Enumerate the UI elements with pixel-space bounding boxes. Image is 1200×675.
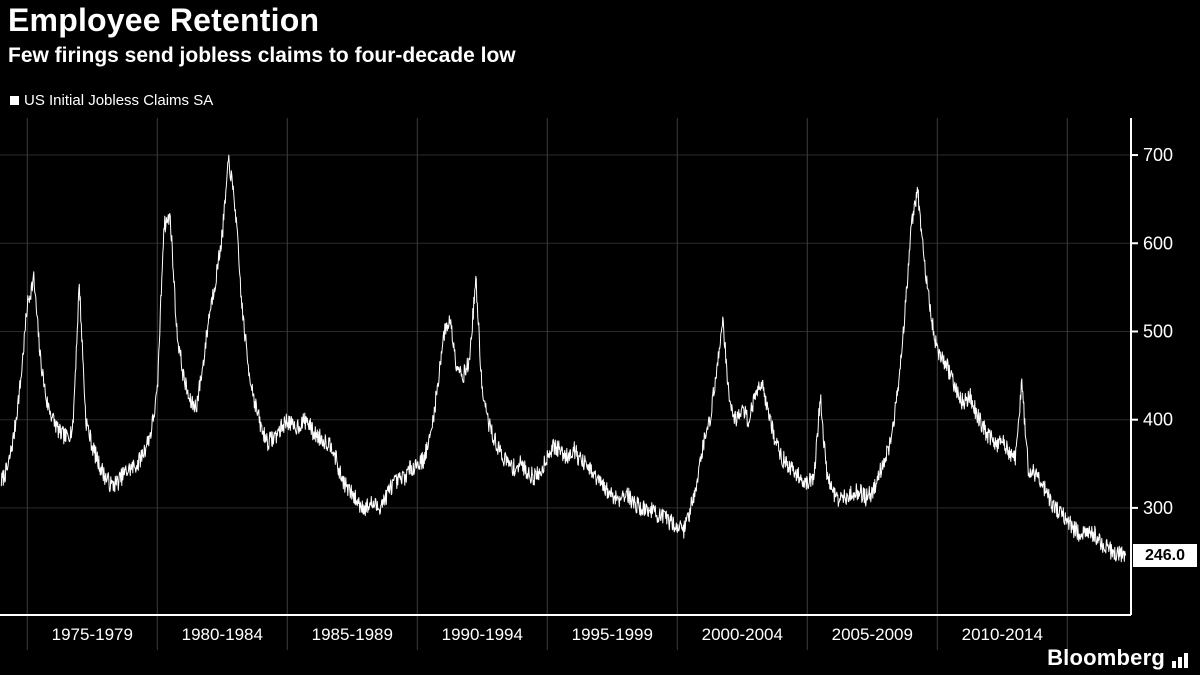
x-tick-label: 2005-2009 <box>832 625 913 644</box>
legend-label: US Initial Jobless Claims SA <box>24 92 214 109</box>
claims-series-line <box>0 154 1127 563</box>
last-value-badge: 246.0 <box>1133 544 1197 568</box>
x-tick-label: 1980-1984 <box>182 625 263 644</box>
y-tick-label: 300 <box>1143 498 1173 518</box>
legend-swatch-icon <box>10 96 19 105</box>
page-subtitle: Few firings send jobless claims to four-… <box>8 44 516 67</box>
y-tick-label: 700 <box>1143 145 1173 165</box>
x-tick-label: 1975-1979 <box>52 625 133 644</box>
y-tick-label: 500 <box>1143 321 1173 341</box>
x-tick-label: 2010-2014 <box>962 625 1043 644</box>
page-title: Employee Retention <box>8 2 320 38</box>
x-tick-label: 2000-2004 <box>702 625 783 644</box>
x-tick-label: 1990-1994 <box>442 625 523 644</box>
y-tick-label: 600 <box>1143 233 1173 253</box>
x-tick-label: 1995-1999 <box>572 625 653 644</box>
bloomberg-branding: Bloomberg <box>1047 647 1188 669</box>
legend: US Initial Jobless Claims SA <box>10 92 213 109</box>
y-tick-label: 400 <box>1143 410 1173 430</box>
bloomberg-logo-text: Bloomberg <box>1047 645 1165 670</box>
x-tick-label: 1985-1989 <box>312 625 393 644</box>
bloomberg-logo-icon <box>1172 650 1188 669</box>
